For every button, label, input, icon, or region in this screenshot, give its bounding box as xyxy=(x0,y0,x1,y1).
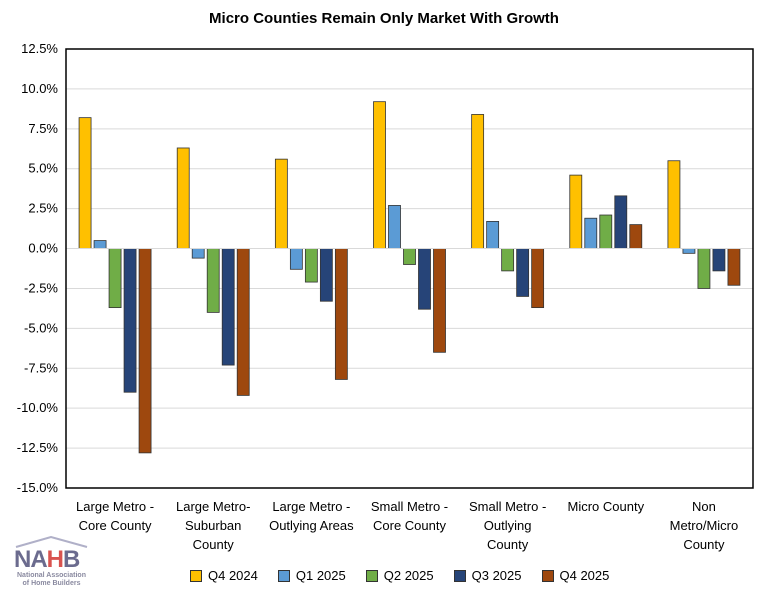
legend: Q4 2024 Q1 2025 Q2 2025 Q3 2025 Q4 2025 xyxy=(190,568,609,583)
legend-label: Q1 2025 xyxy=(295,568,346,583)
y-tick-label: 7.5% xyxy=(28,121,58,136)
x-category-label: Metro/Micro xyxy=(670,518,739,533)
bar xyxy=(289,248,303,270)
bar xyxy=(727,248,741,286)
y-tick-label: -5.0% xyxy=(24,320,58,335)
bar xyxy=(667,160,681,249)
legend-swatch xyxy=(277,569,290,582)
bar xyxy=(516,248,530,297)
bar xyxy=(319,248,333,302)
bar xyxy=(176,147,190,249)
roof-icon xyxy=(15,536,88,548)
x-category-label: Micro County xyxy=(567,499,644,514)
legend-label: Q2 2025 xyxy=(383,568,434,583)
legend-item: Q4 2025 xyxy=(541,568,610,583)
x-category-label: Core County xyxy=(373,518,446,533)
legend-item: Q3 2025 xyxy=(453,568,522,583)
bar xyxy=(471,114,485,249)
legend-label: Q4 2025 xyxy=(559,568,610,583)
bar xyxy=(584,217,598,249)
nahb-logo: NAHB National Association of Home Builder… xyxy=(14,536,89,588)
bar xyxy=(569,174,583,249)
bar xyxy=(108,248,122,309)
bar xyxy=(682,248,696,254)
chart-title: Micro Counties Remain Only Market With G… xyxy=(209,10,559,27)
bar xyxy=(388,205,401,249)
y-tick-label: -15.0% xyxy=(17,480,59,495)
x-category-label: Large Metro - xyxy=(76,499,154,514)
legend-label: Q4 2024 xyxy=(208,568,258,583)
bar xyxy=(418,248,431,310)
x-category-label: Suburban xyxy=(185,518,241,533)
legend-swatch xyxy=(453,569,466,582)
y-tick-label: 5.0% xyxy=(28,161,58,176)
y-tick-label: -2.5% xyxy=(24,280,58,295)
bar xyxy=(221,248,235,366)
x-category-label: County xyxy=(487,537,529,552)
x-category-label: Core County xyxy=(79,518,152,533)
bar xyxy=(123,248,137,393)
x-category-label: Small Metro - xyxy=(469,499,546,514)
legend-item: Q4 2024 xyxy=(190,568,258,583)
bar xyxy=(599,214,613,249)
legend-item: Q1 2025 xyxy=(277,568,346,583)
y-tick-label: 10.0% xyxy=(21,81,58,96)
bar xyxy=(614,195,628,249)
legend-swatch xyxy=(190,569,202,582)
plot-border xyxy=(65,48,754,489)
y-tick-label: 2.5% xyxy=(28,201,58,216)
legend-swatch xyxy=(365,569,378,582)
y-tick-label: -7.5% xyxy=(24,360,58,375)
bar xyxy=(373,101,386,249)
bar xyxy=(236,248,250,396)
bar xyxy=(334,248,348,380)
bar xyxy=(93,240,107,249)
x-category-label: Outlying Areas xyxy=(269,518,354,533)
y-tick-label: 12.5% xyxy=(21,41,58,56)
legend-swatch xyxy=(541,569,554,582)
bar xyxy=(433,248,446,353)
legend-label: Q3 2025 xyxy=(471,568,522,583)
bar xyxy=(486,221,500,249)
bar xyxy=(501,248,515,272)
bar xyxy=(697,248,711,289)
x-category-label: Large Metro- xyxy=(176,499,250,514)
bar xyxy=(191,248,205,259)
y-tick-label: -12.5% xyxy=(17,440,59,455)
bar xyxy=(274,158,288,249)
bar xyxy=(138,248,152,454)
bar xyxy=(78,117,92,249)
legend-item: Q2 2025 xyxy=(365,568,434,583)
x-category-label: Outlying xyxy=(484,518,532,533)
bar xyxy=(712,248,726,272)
y-tick-label: -10.0% xyxy=(17,400,59,415)
bar xyxy=(206,248,220,313)
x-category-label: County xyxy=(683,537,725,552)
x-category-label: Small Metro - xyxy=(371,499,448,514)
x-category-label: Large Metro - xyxy=(272,499,350,514)
bar xyxy=(403,248,416,265)
x-category-label: Non xyxy=(692,499,716,514)
bar xyxy=(531,248,545,309)
x-category-label: County xyxy=(193,537,235,552)
bar xyxy=(629,224,643,249)
bar xyxy=(304,248,318,283)
y-tick-label: 0.0% xyxy=(28,241,58,256)
